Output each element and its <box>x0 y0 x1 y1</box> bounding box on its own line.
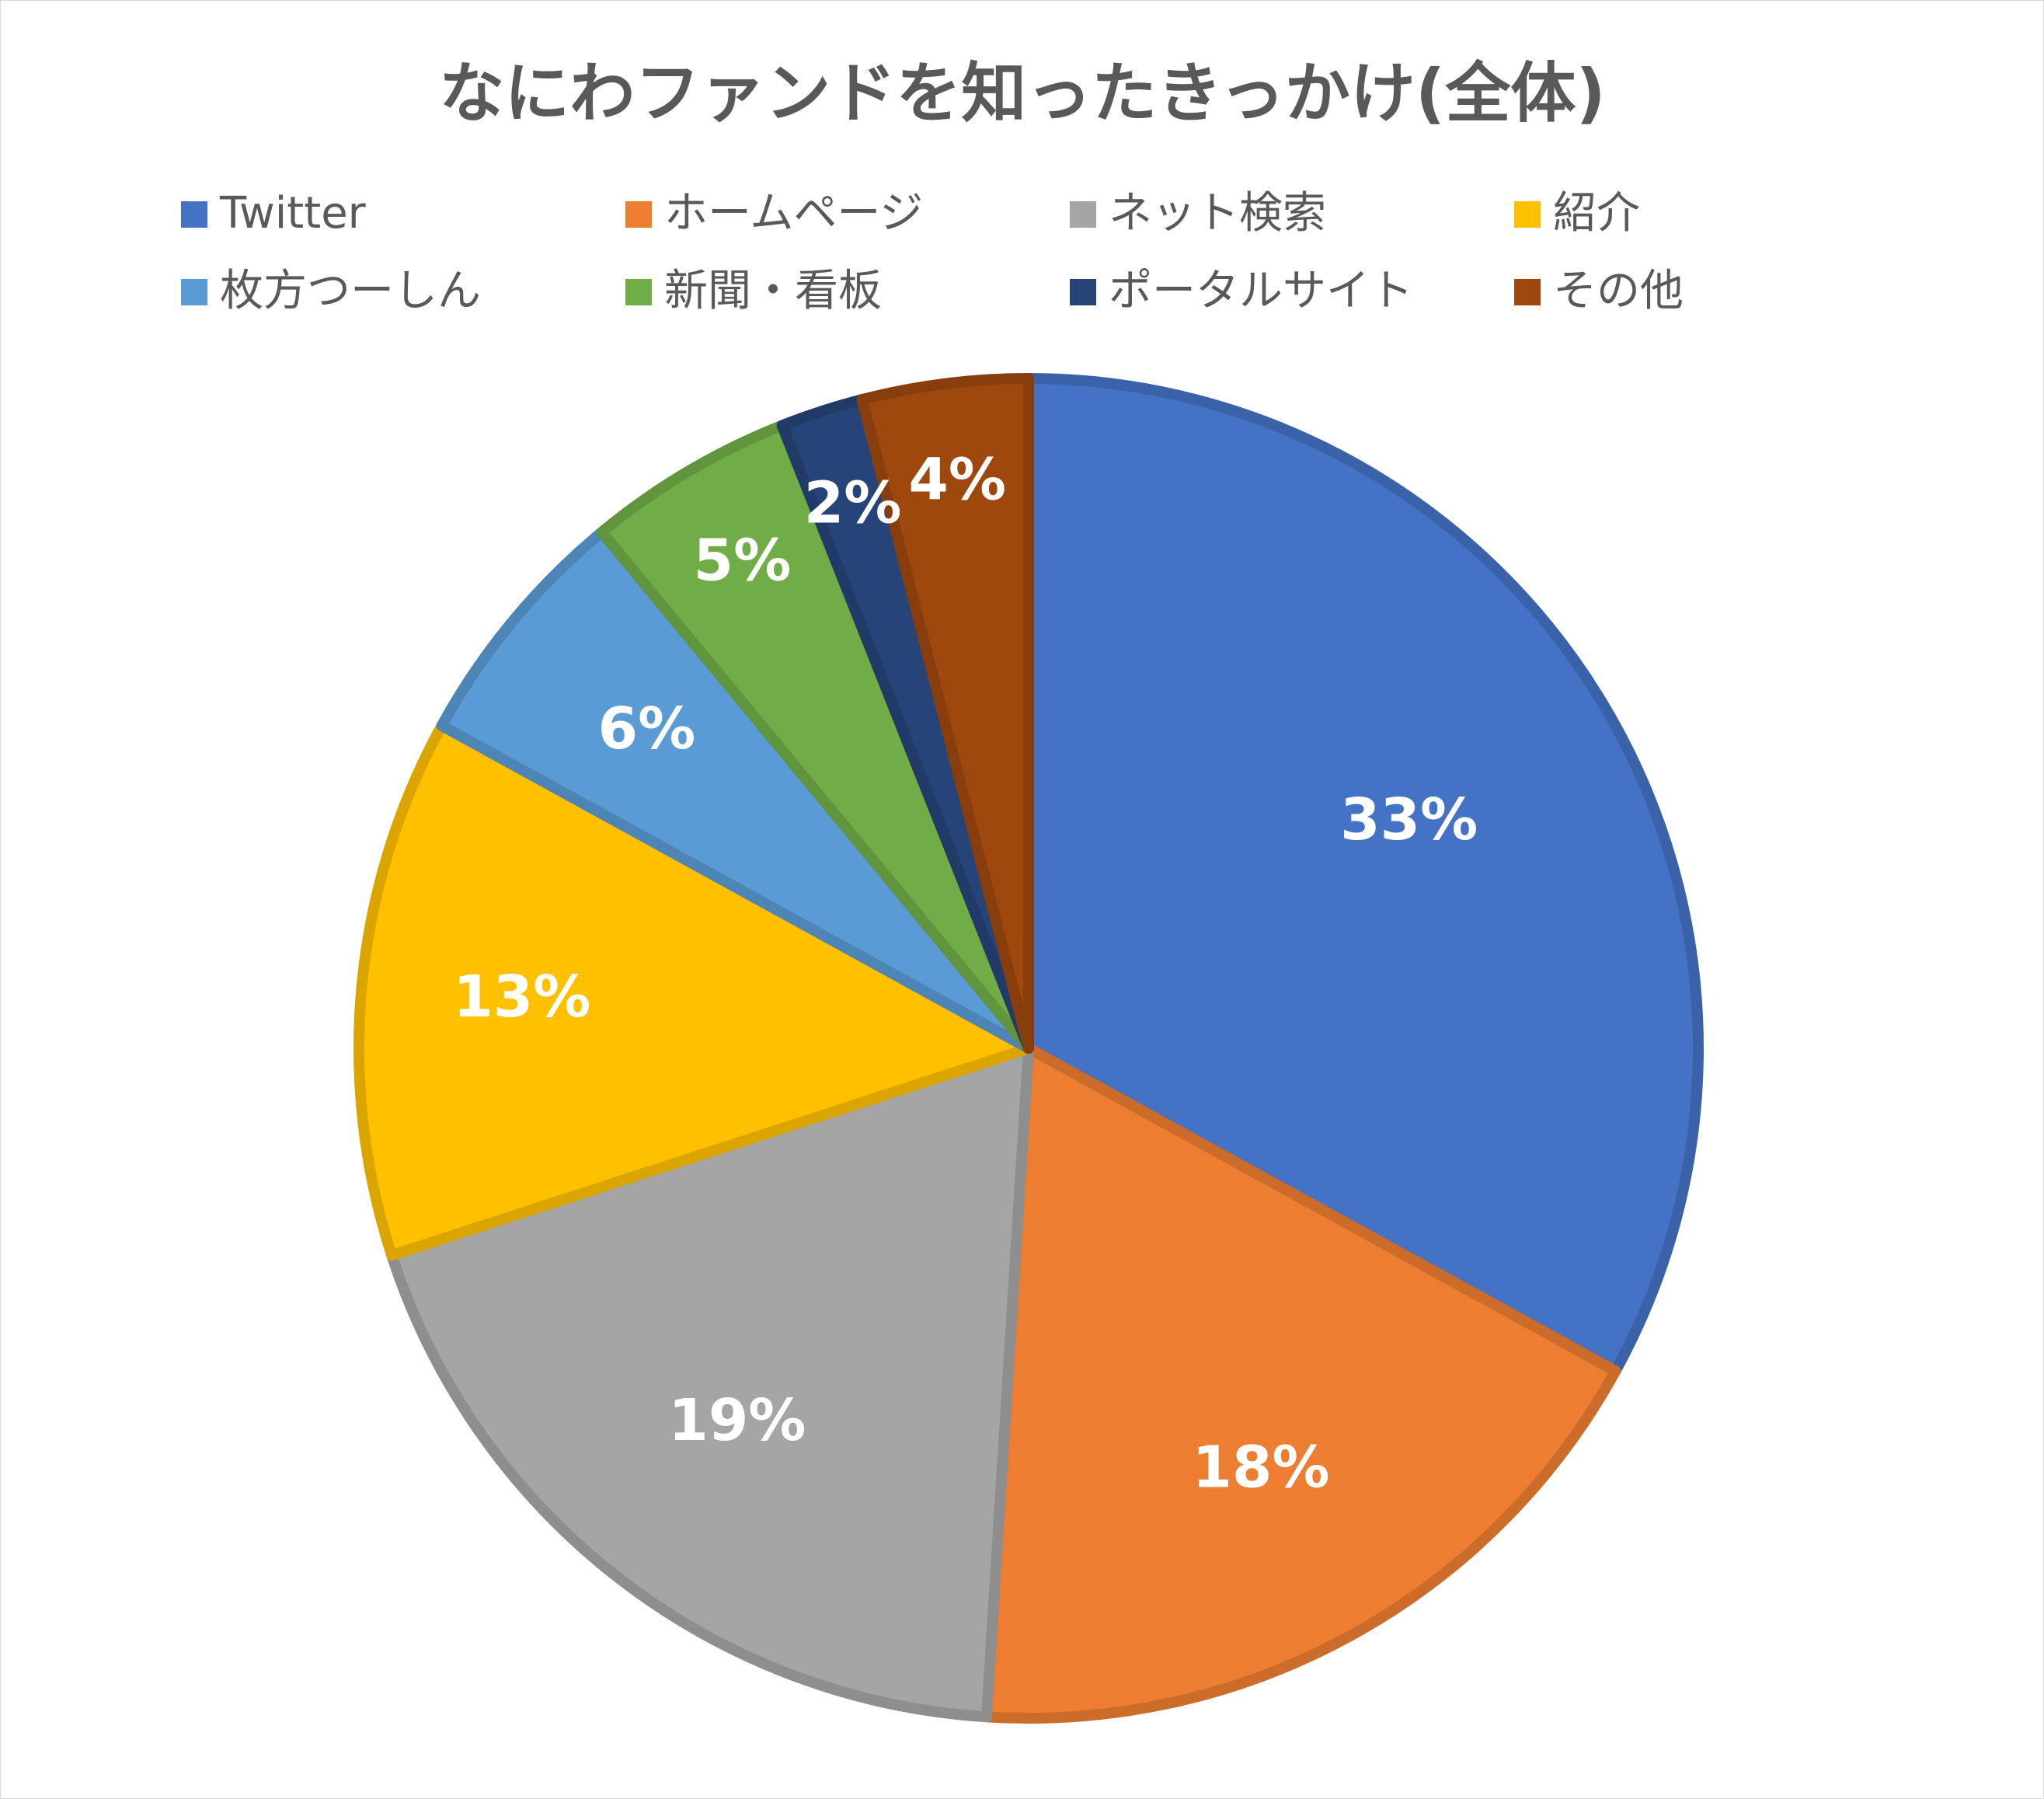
legend-swatch <box>625 201 652 228</box>
slice-data-label: 13% <box>453 964 590 1030</box>
slice-data-label: 6% <box>598 696 696 762</box>
legend-label: 枚方つーしん <box>220 266 481 316</box>
legend-item: 新聞・看板 <box>625 266 882 316</box>
legend-label: 新聞・看板 <box>664 266 882 316</box>
legend-item: 紹介 <box>1514 188 1640 239</box>
legend-swatch <box>1070 279 1096 305</box>
pie-slice <box>856 373 1034 1054</box>
pie-slice <box>1023 373 1704 1377</box>
legend-swatch <box>625 279 652 305</box>
slice-data-label: 5% <box>694 527 792 594</box>
legend-item: ホームページ <box>625 188 923 239</box>
legend-swatch <box>1514 201 1541 228</box>
slice-data-label: 4% <box>908 447 1006 514</box>
legend-item: ネット検索 <box>1070 188 1326 239</box>
legend-label: 紹介 <box>1553 188 1640 239</box>
legend-item: 枚方つーしん <box>181 266 481 316</box>
legend-label: Twitter <box>219 188 367 239</box>
legend-label: ホームページ <box>664 188 923 239</box>
data-labels: 33% 18% 19% 13% 6% 5%2% 4% <box>453 447 1478 1501</box>
legend-label: ネット検索 <box>1109 188 1326 239</box>
pie-slice <box>386 1043 1034 1723</box>
slice-data-label: 33% <box>1340 786 1478 853</box>
legend-swatch <box>1514 279 1541 305</box>
legend-label: その他 <box>1553 266 1684 316</box>
slice-data-label: 19% <box>668 1387 806 1454</box>
legend-item: ポータルサイト <box>1070 266 1413 316</box>
chart-title: なにわファンドを知ったきっかけ(全体) <box>439 55 1605 131</box>
pie-slices <box>353 373 1704 1724</box>
pie-slice <box>980 1043 1621 1724</box>
slice-data-label: 2% <box>804 470 902 537</box>
legend-label: ポータルサイト <box>1109 266 1413 316</box>
legend-swatch <box>181 279 207 305</box>
pie-slice <box>353 720 1034 1261</box>
legend-item: その他 <box>1514 266 1684 316</box>
slice-data-label: 18% <box>1192 1434 1329 1501</box>
legend-item: Twitter <box>181 188 367 239</box>
pie-slice <box>596 420 1034 1054</box>
pie-slice <box>436 526 1034 1054</box>
legend-swatch <box>1070 201 1096 228</box>
legend-swatch <box>181 201 207 228</box>
